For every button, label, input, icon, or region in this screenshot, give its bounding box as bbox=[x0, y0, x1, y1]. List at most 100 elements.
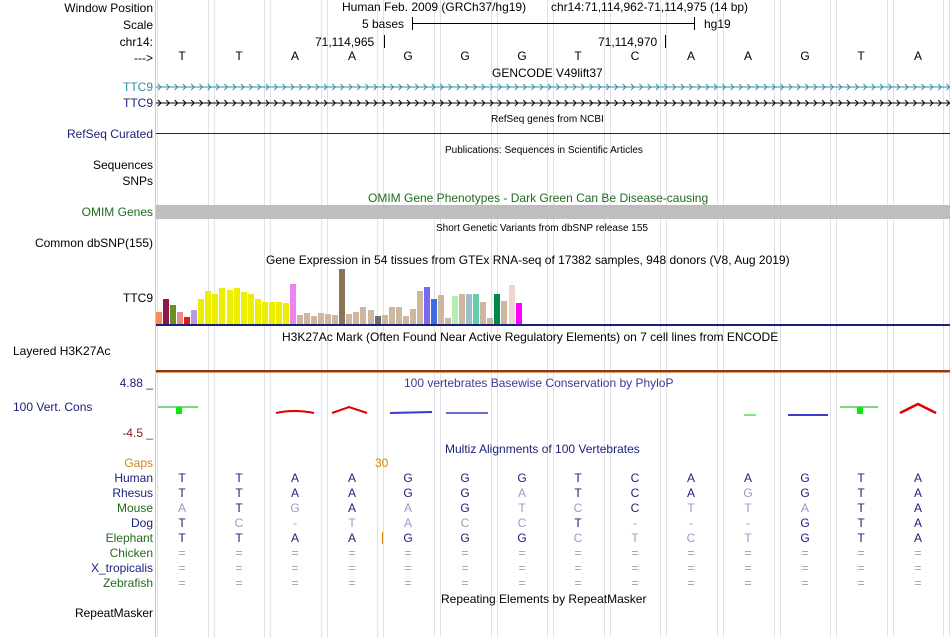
gtex-tissue-bar[interactable] bbox=[275, 302, 282, 324]
gtex-tissue-bar[interactable] bbox=[332, 315, 339, 324]
gtex-tissue-bar[interactable] bbox=[177, 312, 184, 324]
gtex-tissue-bar[interactable] bbox=[452, 296, 459, 324]
gtex-tissue-bar[interactable] bbox=[282, 303, 289, 324]
gtex-tissue-bar[interactable] bbox=[395, 307, 402, 324]
alignment-base: = bbox=[178, 546, 186, 560]
gtex-tissue-bar[interactable] bbox=[445, 318, 452, 324]
gtex-tissue-bar[interactable] bbox=[318, 313, 325, 324]
gtex-tissue-bar[interactable] bbox=[416, 291, 423, 324]
gtex-tissue-bar[interactable] bbox=[163, 299, 169, 324]
omim-gene-block[interactable] bbox=[156, 205, 950, 219]
gencode-ttc9-label-1[interactable]: TTC9 bbox=[123, 80, 153, 94]
gtex-tissue-bar[interactable] bbox=[304, 313, 310, 324]
gtex-tissue-bar[interactable] bbox=[191, 310, 198, 324]
gtex-tissue-bar[interactable] bbox=[346, 314, 353, 324]
alignment-base: = bbox=[291, 561, 299, 575]
phylop-conservation-graph[interactable] bbox=[156, 398, 950, 418]
repeatmasker-label[interactable]: RepeatMasker bbox=[74, 606, 153, 620]
gtex-ttc9-label[interactable]: TTC9 bbox=[123, 291, 153, 305]
gtex-tissue-bar[interactable] bbox=[409, 309, 416, 324]
gtex-tissue-bar[interactable] bbox=[487, 318, 494, 324]
species-x-tropicalis-label[interactable]: X_tropicalis bbox=[90, 561, 153, 575]
elephant-insertion-marker bbox=[382, 532, 383, 544]
gtex-tissue-bar[interactable] bbox=[430, 299, 437, 324]
alignment-base: T bbox=[178, 531, 186, 545]
assembly-title: Human Feb. 2009 (GRCh37/hg19) bbox=[342, 0, 527, 14]
gtex-tissue-bar[interactable] bbox=[388, 307, 395, 324]
alignment-base: - bbox=[293, 516, 297, 530]
gtex-tissue-bar[interactable] bbox=[515, 303, 522, 324]
gtex-tissue-bar[interactable] bbox=[156, 312, 162, 324]
gencode-ttc9-label-2[interactable]: TTC9 bbox=[123, 96, 153, 110]
gtex-tissue-bar[interactable] bbox=[205, 291, 212, 324]
gtex-tissue-bar[interactable] bbox=[473, 294, 480, 324]
species-dog-label[interactable]: Dog bbox=[130, 516, 153, 530]
gtex-tissue-bar[interactable] bbox=[170, 305, 177, 324]
gtex-tissue-bar[interactable] bbox=[374, 316, 381, 324]
species-chicken-label[interactable]: Chicken bbox=[109, 546, 153, 560]
h3k27ac-label[interactable]: Layered H3K27Ac bbox=[13, 344, 111, 358]
gtex-tissue-bar[interactable] bbox=[212, 294, 219, 324]
track-image-panel[interactable]: Human Feb. 2009 (GRCh37/hg19) chr14:71,1… bbox=[156, 0, 950, 637]
species-zebrafish-label[interactable]: Zebrafish bbox=[102, 576, 153, 590]
common-dbsnp-label[interactable]: Common dbSNP(155) bbox=[34, 236, 153, 250]
gtex-tissue-bar[interactable] bbox=[501, 301, 508, 324]
gtex-tissue-bar[interactable] bbox=[261, 302, 268, 324]
gtex-tissue-bar[interactable] bbox=[198, 299, 205, 324]
gtex-tissue-bar[interactable] bbox=[226, 290, 233, 324]
grid-line bbox=[887, 0, 888, 637]
gtex-tissue-bar[interactable] bbox=[438, 295, 444, 324]
gtex-tissue-bar[interactable] bbox=[353, 312, 360, 324]
alignment-base: = bbox=[461, 561, 469, 575]
refseq-gene-line[interactable] bbox=[156, 133, 950, 134]
snps-label[interactable]: SNPs bbox=[122, 174, 153, 188]
species-mouse-label[interactable]: Mouse bbox=[116, 501, 153, 515]
gencode-transcript-2[interactable] bbox=[156, 99, 950, 107]
alignment-base: = bbox=[574, 546, 582, 560]
gtex-tissue-bar[interactable] bbox=[268, 302, 275, 324]
alignment-base: T bbox=[857, 501, 865, 515]
gtex-expression-chart[interactable] bbox=[156, 269, 536, 324]
gtex-tissue-bar[interactable] bbox=[219, 288, 226, 324]
gtex-tissue-bar[interactable] bbox=[508, 285, 515, 324]
gtex-tissue-bar[interactable] bbox=[466, 294, 473, 324]
gtex-tissue-bar[interactable] bbox=[381, 315, 388, 324]
gtex-tissue-bar[interactable] bbox=[240, 292, 247, 324]
gtex-tissue-bar[interactable] bbox=[289, 284, 296, 324]
species-human-label[interactable]: Human bbox=[114, 471, 153, 485]
alignment-base: A bbox=[913, 531, 922, 545]
alignment-base: = bbox=[235, 561, 243, 575]
gtex-tissue-bar[interactable] bbox=[459, 294, 466, 324]
omim-genes-label[interactable]: OMIM Genes bbox=[81, 205, 153, 219]
refseq-curated-label[interactable]: RefSeq Curated bbox=[66, 127, 153, 141]
gtex-tissue-bar[interactable] bbox=[402, 316, 409, 324]
gtex-tissue-bar[interactable] bbox=[494, 294, 501, 324]
alignment-base: = bbox=[574, 561, 582, 575]
gtex-tissue-bar[interactable] bbox=[325, 314, 332, 324]
alignment-base: = bbox=[914, 576, 922, 590]
grid-line bbox=[943, 0, 944, 637]
gencode-transcripts[interactable] bbox=[156, 79, 950, 109]
gtex-tissue-bar[interactable] bbox=[233, 288, 240, 324]
alignment-base: - bbox=[746, 516, 750, 530]
gtex-tissue-bar[interactable] bbox=[480, 302, 487, 324]
h3k27ac-signal-line[interactable] bbox=[156, 370, 950, 372]
phylop-track-label[interactable]: 100 Vert. Cons bbox=[13, 400, 93, 414]
gencode-transcript-1[interactable] bbox=[156, 83, 950, 91]
gtex-tissue-bar[interactable] bbox=[339, 269, 346, 324]
species-elephant-label[interactable]: Elephant bbox=[105, 531, 153, 545]
alignment-base: - bbox=[633, 516, 637, 530]
reference-base: T bbox=[178, 49, 186, 63]
gtex-tissue-bar[interactable] bbox=[247, 294, 254, 324]
grid-line bbox=[774, 0, 775, 637]
gtex-tissue-bar[interactable] bbox=[367, 310, 374, 324]
gtex-tissue-bar[interactable] bbox=[423, 287, 430, 324]
gtex-tissue-bar[interactable] bbox=[311, 316, 318, 324]
gtex-tissue-bar[interactable] bbox=[297, 315, 303, 324]
gtex-tissue-bar[interactable] bbox=[360, 307, 367, 324]
species-rhesus-label[interactable]: Rhesus bbox=[112, 486, 153, 500]
gtex-tissue-bar[interactable] bbox=[184, 317, 191, 324]
coordinate-label-1: 71,114,965 bbox=[315, 35, 375, 49]
publications-sequences-label[interactable]: Sequences bbox=[92, 158, 153, 172]
gtex-tissue-bar[interactable] bbox=[254, 299, 261, 324]
